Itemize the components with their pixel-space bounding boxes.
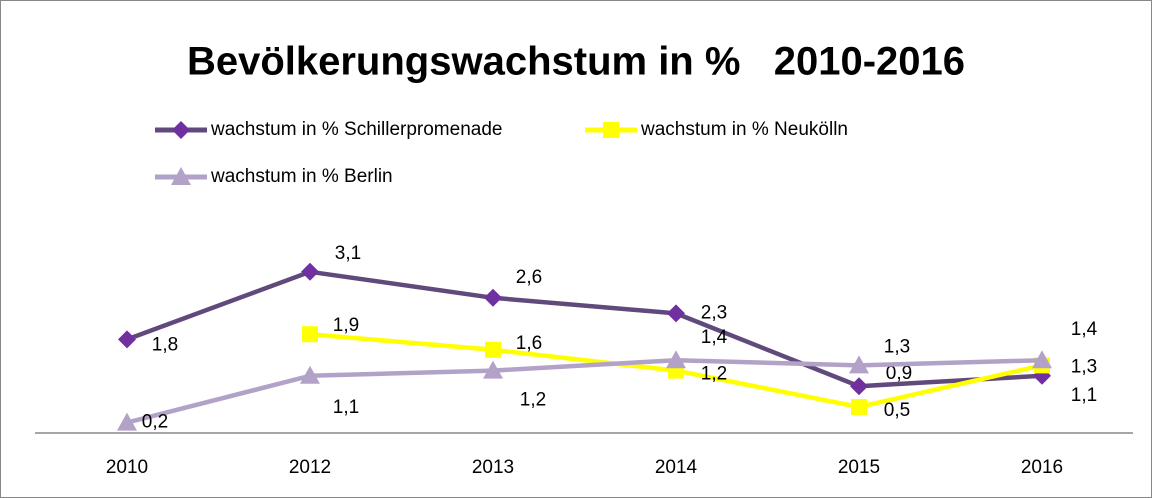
data-label: 1,4 — [701, 327, 728, 348]
marker — [483, 360, 503, 379]
data-label: 1,6 — [516, 333, 542, 354]
marker — [302, 326, 318, 343]
marker — [603, 122, 619, 138]
x-tick-label: 2012 — [289, 457, 331, 478]
data-label: 1,3 — [1071, 356, 1097, 377]
marker — [117, 412, 137, 431]
marker — [171, 167, 191, 185]
data-label: 1,1 — [333, 397, 359, 418]
legend-label: wachstum in % Neukölln — [640, 119, 848, 140]
marker — [484, 288, 502, 307]
data-label: 1,9 — [333, 315, 359, 336]
x-tick-label: 2015 — [838, 457, 880, 478]
marker — [850, 377, 868, 396]
series-line — [126, 357, 1043, 425]
data-label: 1,2 — [701, 364, 727, 385]
legend-label: wachstum in % Berlin — [210, 166, 393, 187]
x-tick-label: 2013 — [472, 457, 514, 478]
x-tick-label: 2014 — [655, 457, 698, 478]
marker — [172, 121, 190, 139]
legend-label: wachstum in % Schillerpromenade — [210, 119, 502, 140]
data-label: 1,1 — [1071, 385, 1097, 406]
data-label: 3,1 — [335, 243, 361, 264]
series-line — [126, 269, 1043, 389]
data-label: 0,5 — [884, 400, 910, 421]
data-label: 0,2 — [142, 412, 168, 433]
marker — [851, 399, 867, 415]
data-label: 1,2 — [520, 390, 546, 411]
marker — [485, 341, 501, 358]
marker — [300, 365, 320, 384]
data-label: 1,3 — [884, 336, 910, 357]
chart-title: Bevölkerungswachstum in % 2010-2016 — [187, 40, 965, 84]
marker — [301, 262, 319, 281]
data-label: 2,3 — [701, 302, 727, 323]
data-label: 1,4 — [1071, 319, 1098, 340]
data-label: 0,9 — [886, 363, 912, 384]
data-label: 1,8 — [152, 334, 178, 355]
data-label: 2,6 — [516, 267, 542, 288]
x-tick-label: 2016 — [1021, 457, 1063, 478]
marker — [667, 304, 685, 323]
marker — [849, 355, 869, 374]
marker — [118, 330, 136, 349]
marker — [1032, 350, 1052, 369]
x-tick-label: 2010 — [106, 457, 148, 478]
marker — [666, 350, 686, 369]
